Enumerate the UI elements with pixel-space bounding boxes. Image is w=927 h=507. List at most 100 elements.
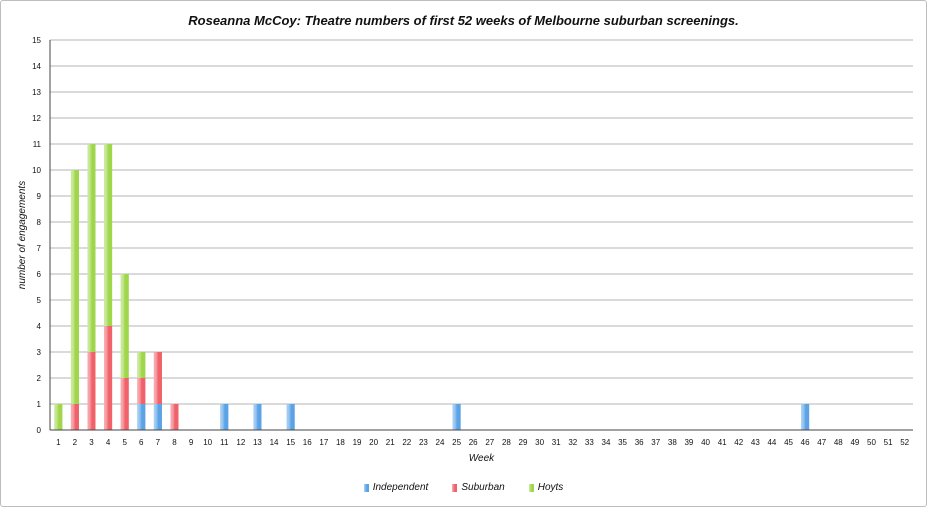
x-tick-label: 4	[106, 438, 111, 447]
grid-lines	[50, 39, 913, 405]
bar-segment-sheen	[70, 404, 79, 430]
x-tick-label: 27	[485, 438, 494, 447]
x-tick-label: 24	[436, 438, 445, 447]
bars	[54, 144, 810, 430]
y-axis-label: number of engagements	[17, 181, 28, 289]
bar-segment-sheen	[253, 404, 262, 430]
x-tick-label: 39	[684, 438, 693, 447]
bar-segment-sheen	[137, 352, 146, 378]
bar-segment-sheen	[120, 274, 129, 378]
bar-segment-sheen	[801, 404, 810, 430]
y-tick-label: 1	[37, 400, 42, 409]
x-tick-label: 26	[469, 438, 478, 447]
y-tick-label: 8	[37, 218, 42, 227]
bar-segment-sheen	[104, 326, 113, 430]
x-tick-label: 33	[585, 438, 594, 447]
x-tick-label: 10	[203, 438, 212, 447]
bar-segment-sheen	[220, 404, 229, 430]
bar-segment-sheen	[137, 378, 146, 404]
bar-segment-sheen	[153, 404, 162, 430]
x-tick-label: 14	[270, 438, 279, 447]
bar-segment-sheen	[153, 352, 162, 404]
legend-item-independent: Independent	[363, 482, 429, 493]
x-tick-label: 51	[884, 438, 893, 447]
legend-item-hoyts: Hoyts	[528, 482, 564, 493]
y-tick-label: 10	[32, 166, 41, 175]
legend-swatch-suburban	[452, 483, 458, 492]
legend-item-suburban: Suburban	[452, 482, 505, 493]
chart-title: Roseanna McCoy: Theatre numbers of first…	[188, 13, 739, 28]
x-tick-label: 28	[502, 438, 511, 447]
x-tick-label: 15	[286, 438, 295, 447]
x-tick-label: 32	[568, 438, 577, 447]
x-tick-label: 11	[220, 438, 229, 447]
bar-segment-sheen	[87, 352, 96, 430]
x-tick-label: 50	[867, 438, 876, 447]
x-axis-ticks: 1 2 3 4 5 6 7 8 9 10 11 12 13 14 15 16 17 18 19 20 21 22 23 24 2…	[56, 438, 910, 447]
bar-segment-sheen	[87, 144, 96, 352]
y-tick-label: 5	[37, 296, 42, 305]
x-tick-label: 1	[56, 438, 61, 447]
x-tick-label: 18	[336, 438, 345, 447]
x-tick-label: 2	[73, 438, 78, 447]
bar-segment-sheen	[286, 404, 295, 430]
x-tick-label: 20	[369, 438, 378, 447]
x-tick-label: 30	[535, 438, 544, 447]
legend: Independent Suburban Hoyts	[0, 482, 927, 493]
x-tick-label: 45	[784, 438, 793, 447]
x-tick-label: 25	[452, 438, 461, 447]
bar-segment-sheen	[104, 144, 113, 326]
x-tick-label: 13	[253, 438, 262, 447]
x-tick-label: 42	[734, 438, 743, 447]
x-axis-label: Week	[469, 453, 495, 464]
y-tick-label: 12	[32, 114, 41, 123]
x-tick-label: 6	[139, 438, 144, 447]
bar-segment-sheen	[54, 404, 63, 430]
x-tick-label: 21	[386, 438, 395, 447]
y-tick-label: 14	[32, 62, 41, 71]
y-tick-label: 15	[32, 36, 41, 45]
x-tick-label: 46	[801, 438, 810, 447]
bar-segment-sheen	[170, 404, 179, 430]
y-tick-label: 9	[37, 192, 42, 201]
y-tick-label: 6	[37, 270, 42, 279]
x-tick-label: 40	[701, 438, 710, 447]
x-tick-label: 19	[353, 438, 362, 447]
legend-label-independent: Independent	[372, 482, 429, 493]
x-tick-label: 3	[89, 438, 94, 447]
y-tick-label: 7	[37, 244, 42, 253]
bar-segment-sheen	[452, 404, 461, 430]
x-tick-label: 7	[156, 438, 161, 447]
x-tick-label: 29	[519, 438, 528, 447]
x-tick-label: 48	[834, 438, 843, 447]
x-tick-label: 36	[635, 438, 644, 447]
x-tick-label: 12	[236, 438, 245, 447]
x-tick-label: 41	[718, 438, 727, 447]
x-tick-label: 37	[651, 438, 660, 447]
x-tick-label: 34	[602, 438, 611, 447]
y-tick-label: 0	[37, 426, 42, 435]
x-tick-label: 49	[850, 438, 859, 447]
x-tick-label: 17	[319, 438, 328, 447]
y-tick-label: 2	[37, 374, 42, 383]
x-tick-label: 52	[900, 438, 909, 447]
x-tick-label: 44	[767, 438, 776, 447]
x-tick-label: 9	[189, 438, 194, 447]
bar-segment-sheen	[70, 170, 79, 404]
x-tick-label: 8	[172, 438, 177, 447]
y-tick-label: 11	[33, 140, 42, 149]
x-tick-label: 22	[402, 438, 411, 447]
x-tick-label: 47	[817, 438, 826, 447]
bar-segment-sheen	[137, 404, 146, 430]
legend-label-hoyts: Hoyts	[537, 482, 564, 493]
x-tick-label: 43	[751, 438, 760, 447]
x-tick-label: 31	[552, 438, 561, 447]
x-tick-label: 35	[618, 438, 627, 447]
y-tick-label: 3	[37, 348, 42, 357]
y-tick-label: 13	[32, 88, 41, 97]
legend-swatch-hoyts	[528, 483, 534, 492]
y-tick-label: 4	[37, 322, 42, 331]
legend-swatch-independent	[363, 483, 369, 492]
